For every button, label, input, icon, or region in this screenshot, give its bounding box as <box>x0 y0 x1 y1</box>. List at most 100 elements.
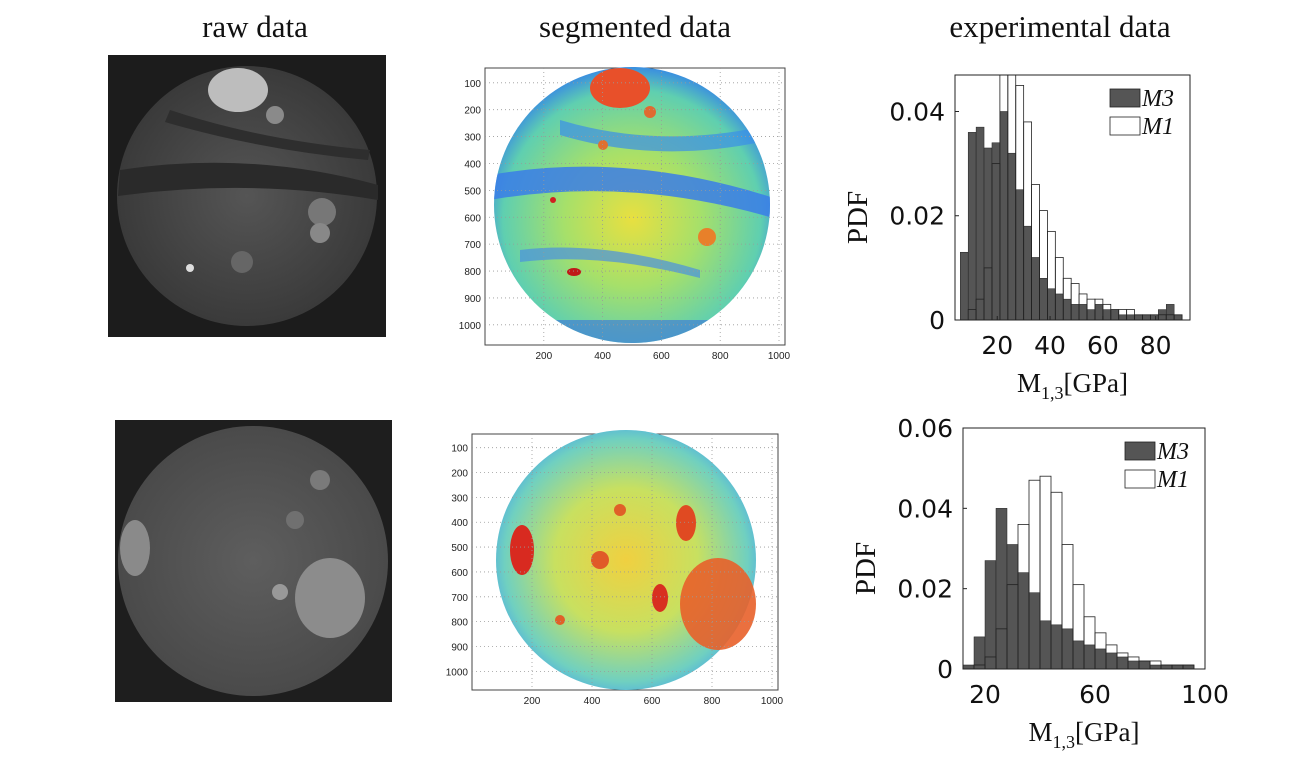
bar <box>1127 660 1140 670</box>
bar <box>1023 225 1032 321</box>
bar <box>1094 648 1107 670</box>
column-title: experimental data <box>949 9 1170 44</box>
y-tick-label: 500 <box>451 543 468 554</box>
y-tick-label: 0.02 <box>889 202 945 231</box>
legend-swatch <box>1124 469 1156 489</box>
bar <box>1017 572 1030 670</box>
x-tick-label: 600 <box>653 351 670 362</box>
y-tick-label: 300 <box>464 133 481 144</box>
bar <box>1094 304 1104 321</box>
bar <box>1063 298 1072 321</box>
bar <box>1039 278 1048 321</box>
x-tick-label: 1000 <box>761 696 784 707</box>
y-tick-label: 100 <box>464 79 481 90</box>
bar <box>1160 664 1173 670</box>
legend-label: M3 <box>1156 439 1189 465</box>
x-axis-label-part: [GPa] <box>1075 717 1139 747</box>
x-tick-label: 600 <box>644 696 661 707</box>
legend-swatch <box>1109 116 1141 136</box>
x-tick-label: 100 <box>1181 680 1229 709</box>
column-title: raw data <box>202 9 308 44</box>
y-tick-label: 800 <box>451 618 468 629</box>
legend-swatch <box>1109 88 1141 108</box>
bar <box>1006 544 1019 670</box>
y-tick-label: 0.04 <box>897 494 953 523</box>
bar <box>967 132 977 321</box>
bar <box>975 126 985 321</box>
x-tick-label: 400 <box>594 351 611 362</box>
x-tick-label: 1000 <box>768 351 791 362</box>
x-axis-label-part: 1,3 <box>1041 383 1064 403</box>
x-tick-label: 20 <box>969 680 1001 709</box>
bar <box>1039 620 1052 670</box>
legend-label: M3 <box>1141 86 1174 112</box>
bar <box>962 664 975 670</box>
bar <box>1105 652 1118 670</box>
bar <box>1031 257 1040 321</box>
y-tick-label: 400 <box>464 159 481 170</box>
bar <box>1173 314 1183 321</box>
x-tick-label: 20 <box>981 331 1013 360</box>
y-tick-label: 400 <box>451 518 468 529</box>
bar <box>999 111 1009 321</box>
bar <box>1149 664 1162 670</box>
x-axis-label-part: 1,3 <box>1053 732 1076 752</box>
y-tick-label: 100 <box>451 444 468 455</box>
bar <box>1110 309 1119 321</box>
y-axis-label: PDF <box>850 542 882 595</box>
x-tick-label: 800 <box>704 696 721 707</box>
x-tick-label: 40 <box>1034 331 1066 360</box>
x-axis-label: M1,3[GPa] <box>1017 368 1128 403</box>
bar <box>1182 664 1195 670</box>
bar <box>1171 664 1184 670</box>
y-axis-label: PDF <box>842 191 874 244</box>
bar <box>1086 309 1096 321</box>
bar <box>1142 314 1151 321</box>
raw-image <box>108 55 392 702</box>
y-tick-label: 0 <box>929 306 945 335</box>
y-tick-label: 900 <box>464 294 481 305</box>
bar <box>1047 288 1056 321</box>
bar <box>1050 624 1063 670</box>
bar <box>1072 640 1085 670</box>
bar <box>1134 314 1143 321</box>
axes-frame <box>962 427 1206 670</box>
y-tick-label: 1000 <box>446 667 469 678</box>
y-tick-label: 0.02 <box>897 575 953 604</box>
x-tick-label: 800 <box>712 351 729 362</box>
x-tick-label: 200 <box>524 696 541 707</box>
column-title: segmented data <box>539 9 731 44</box>
y-tick-label: 600 <box>464 213 481 224</box>
x-axis-label: M1,3[GPa] <box>1029 717 1140 752</box>
bar <box>1118 314 1127 321</box>
x-axis-label-part: M <box>1017 368 1041 398</box>
x-tick-label: 60 <box>1079 680 1111 709</box>
y-tick-label: 0.06 <box>897 414 953 443</box>
bar <box>1078 304 1088 321</box>
y-tick-label: 200 <box>464 106 481 117</box>
segmented-image <box>471 67 786 691</box>
legend-label: M1 <box>1141 114 1174 140</box>
bar <box>995 508 1008 670</box>
legend-label: M1 <box>1156 467 1189 493</box>
x-tick-label: 80 <box>1140 331 1172 360</box>
x-axis-label-part: M <box>1029 717 1053 747</box>
y-tick-label: 0 <box>937 655 953 684</box>
y-tick-label: 700 <box>464 240 481 251</box>
bar <box>1116 656 1129 670</box>
bar <box>1138 660 1151 670</box>
bar <box>1150 314 1159 321</box>
legend-swatch <box>1124 441 1156 461</box>
bar <box>1165 304 1175 321</box>
bar <box>1028 592 1041 670</box>
bar <box>1102 309 1112 321</box>
bar <box>983 147 993 321</box>
y-tick-label: 200 <box>451 469 468 480</box>
bar <box>1007 152 1016 321</box>
y-tick-label: 500 <box>464 186 481 197</box>
x-tick-label: 400 <box>584 696 601 707</box>
bar <box>984 560 997 670</box>
x-axis-label-part: [GPa] <box>1064 368 1128 398</box>
